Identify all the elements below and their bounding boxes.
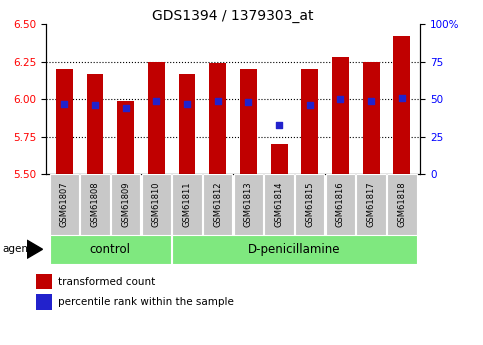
FancyBboxPatch shape	[295, 174, 325, 235]
Text: GSM61811: GSM61811	[183, 182, 192, 227]
Text: GSM61817: GSM61817	[367, 181, 376, 227]
FancyBboxPatch shape	[326, 174, 355, 235]
Text: D-penicillamine: D-penicillamine	[248, 243, 341, 256]
Bar	[363, 62, 380, 174]
FancyBboxPatch shape	[111, 174, 141, 235]
Text: transformed count: transformed count	[58, 277, 155, 287]
Point	[214, 98, 222, 104]
Bar	[56, 69, 73, 174]
Bar	[36, 274, 52, 289]
Text: GSM61809: GSM61809	[121, 182, 130, 227]
FancyBboxPatch shape	[356, 174, 386, 235]
Point	[153, 98, 160, 104]
Point	[122, 106, 129, 111]
Text: control: control	[90, 243, 131, 256]
Point	[306, 102, 313, 108]
Text: GSM61814: GSM61814	[274, 182, 284, 227]
Bar	[36, 294, 52, 310]
Point	[60, 101, 68, 107]
Bar	[240, 69, 257, 174]
Point	[337, 96, 344, 102]
Text: GSM61810: GSM61810	[152, 182, 161, 227]
FancyBboxPatch shape	[50, 174, 79, 235]
Bar	[209, 63, 226, 174]
Bar	[117, 101, 134, 174]
Point	[183, 101, 191, 107]
Bar	[86, 74, 103, 174]
FancyBboxPatch shape	[203, 174, 232, 235]
Text: GSM61812: GSM61812	[213, 182, 222, 227]
Text: GSM61813: GSM61813	[244, 181, 253, 227]
Bar	[179, 74, 196, 174]
FancyBboxPatch shape	[80, 174, 110, 235]
FancyBboxPatch shape	[172, 235, 416, 264]
Polygon shape	[27, 240, 43, 258]
Text: GSM61818: GSM61818	[398, 181, 406, 227]
Bar	[301, 69, 318, 174]
Point	[367, 98, 375, 104]
Bar	[270, 144, 287, 174]
FancyBboxPatch shape	[264, 174, 294, 235]
Text: GSM61815: GSM61815	[305, 182, 314, 227]
FancyBboxPatch shape	[172, 174, 202, 235]
FancyBboxPatch shape	[142, 174, 171, 235]
Point	[244, 99, 252, 105]
Text: GSM61807: GSM61807	[60, 181, 69, 227]
FancyBboxPatch shape	[234, 174, 263, 235]
FancyBboxPatch shape	[50, 235, 171, 264]
Text: GSM61808: GSM61808	[90, 181, 99, 227]
Text: GSM61816: GSM61816	[336, 181, 345, 227]
Point	[91, 102, 99, 108]
Bar	[393, 36, 410, 174]
Point	[398, 95, 406, 100]
Title: GDS1394 / 1379303_at: GDS1394 / 1379303_at	[152, 9, 314, 23]
Text: percentile rank within the sample: percentile rank within the sample	[58, 297, 234, 307]
Text: agent: agent	[2, 244, 32, 254]
Bar	[148, 62, 165, 174]
FancyBboxPatch shape	[387, 174, 416, 235]
Point	[275, 122, 283, 127]
Bar	[332, 57, 349, 174]
